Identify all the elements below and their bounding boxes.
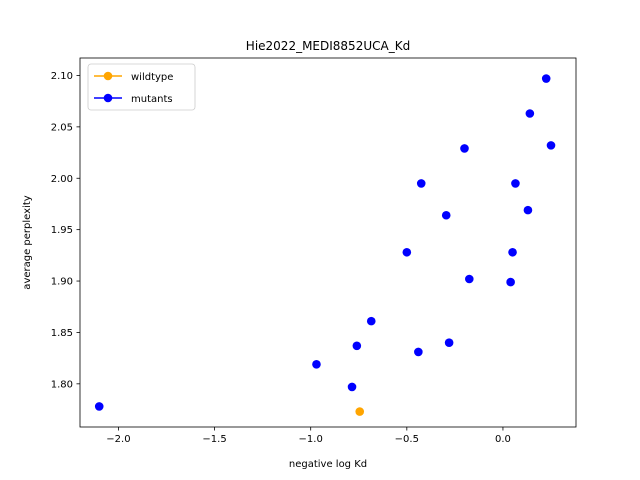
x-tick-label: −1.0	[299, 434, 323, 445]
mutants-point	[460, 144, 469, 153]
mutants-point	[541, 74, 551, 83]
mutants-point	[444, 338, 454, 348]
plot-frame	[79, 57, 577, 428]
x-tick-label: −1.5	[202, 434, 226, 445]
y-tick-label: 1.85	[51, 328, 73, 339]
mutants-point	[523, 205, 533, 215]
mutants-point	[416, 179, 426, 188]
mutants-point	[366, 316, 376, 326]
legend: wildtype mutants	[87, 63, 196, 111]
x-axis-label: negative log Kd	[289, 459, 367, 470]
x-axis: −2.0 −1.5 −1.0 −0.5 0.0	[106, 427, 511, 445]
wildtype-point	[355, 407, 365, 416]
x-tick-label: −0.5	[395, 434, 419, 445]
chart-title: Hie2022_MEDI8852UCA_Kd	[246, 39, 410, 53]
legend-marker-wildtype	[103, 71, 113, 81]
mutants-point	[414, 347, 423, 357]
y-tick-label: 2.00	[51, 174, 73, 185]
legend-label-wildtype: wildtype	[131, 72, 173, 83]
mutants-point	[465, 274, 474, 284]
mutants-point	[347, 382, 357, 392]
y-axis: 1.80 1.85 1.90 1.95 2.00 2.05 2.10	[51, 71, 80, 390]
y-tick-label: 1.80	[51, 379, 73, 390]
x-tick-label: −2.0	[106, 434, 130, 445]
y-tick-label: 2.10	[51, 71, 73, 82]
y-tick-label: 1.95	[51, 225, 73, 236]
plot-area	[94, 74, 556, 416]
y-tick-label: 1.90	[51, 277, 73, 288]
mutants-point	[525, 109, 535, 118]
x-tick-label: 0.0	[495, 434, 511, 445]
legend-label-mutants: mutants	[131, 94, 173, 105]
mutants-point	[94, 402, 104, 411]
mutants-point	[352, 341, 362, 351]
mutants-point	[312, 360, 321, 369]
mutants-point	[546, 141, 556, 150]
mutants-point	[511, 179, 520, 188]
mutants-point	[441, 210, 451, 220]
mutants-point	[506, 277, 515, 287]
mutants-point	[508, 247, 517, 257]
y-axis-label: average perplexity	[22, 195, 33, 289]
y-tick-label: 2.05	[51, 122, 73, 133]
mutants-point	[402, 247, 412, 257]
legend-marker-mutants	[103, 93, 113, 103]
